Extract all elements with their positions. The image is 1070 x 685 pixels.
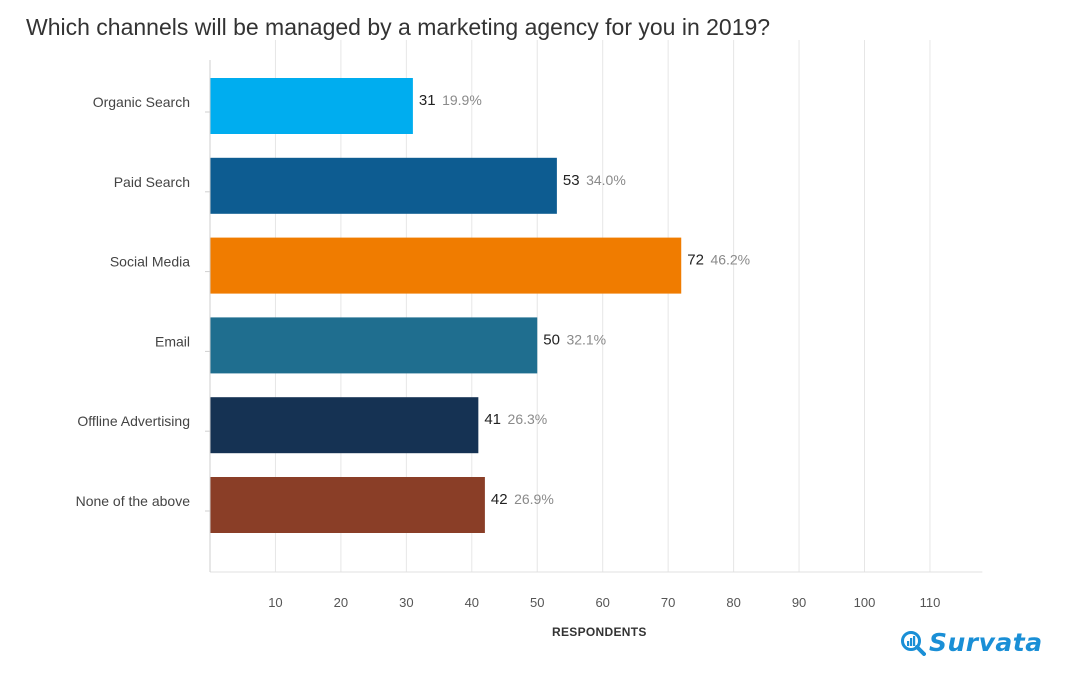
category-label: Paid Search <box>114 174 190 190</box>
bar-value-label: 31 <box>419 92 436 109</box>
category-label: Social Media <box>110 254 190 270</box>
category-label: None of the above <box>76 493 191 509</box>
bar-percent-label: 26.9% <box>514 491 554 507</box>
x-tick-label: 10 <box>268 595 282 610</box>
bar-percent-label: 19.9% <box>442 92 482 108</box>
x-tick-label: 40 <box>465 595 479 610</box>
bar <box>210 317 538 374</box>
bar-value-label: 41 <box>484 411 501 428</box>
category-labels: Organic Search Paid Search Social Media Ema… <box>76 94 210 512</box>
x-tick-label: 50 <box>530 595 544 610</box>
x-tick-label: 20 <box>334 595 348 610</box>
magnifier-chart-icon <box>901 630 926 656</box>
x-tick-label: 80 <box>726 595 740 610</box>
x-tick-label: 30 <box>399 595 413 610</box>
category-label: Email <box>155 333 190 349</box>
category-label: Offline Advertising <box>77 413 190 429</box>
bar <box>210 477 485 533</box>
survata-logo: Survata <box>900 628 1043 657</box>
x-tick-label: 60 <box>595 595 609 610</box>
bar-value-label: 53 <box>563 172 580 189</box>
bar-percent-label: 32.1% <box>566 331 606 347</box>
chart-title: Which channels will be managed by a mark… <box>26 14 771 40</box>
x-tick-label: 90 <box>792 595 806 610</box>
category-label: Organic Search <box>93 94 190 110</box>
bars: 31 19.9% 53 34.0% 72 46.2% 50 32.1% 41 26.3% 42 26.… <box>210 78 750 533</box>
bar <box>210 237 682 294</box>
bar-value-label: 42 <box>491 491 508 508</box>
x-axis-label: RESPONDENTS <box>552 625 647 639</box>
bar-percent-label: 34.0% <box>586 172 626 188</box>
bar-percent-label: 46.2% <box>710 252 750 268</box>
x-tick-label: 70 <box>661 595 675 610</box>
bar-value-label: 72 <box>687 252 704 269</box>
bar-percent-label: 26.3% <box>508 411 548 427</box>
brand-name: Survata <box>929 628 1043 657</box>
bar <box>210 157 557 214</box>
bar <box>210 78 413 134</box>
bar <box>210 397 479 454</box>
x-tick-label: 100 <box>854 595 876 610</box>
x-tick-label: 110 <box>920 595 941 610</box>
x-tick-labels: 10 20 30 40 50 60 70 80 90 100 110 <box>268 595 940 610</box>
bar-value-label: 50 <box>543 331 560 348</box>
